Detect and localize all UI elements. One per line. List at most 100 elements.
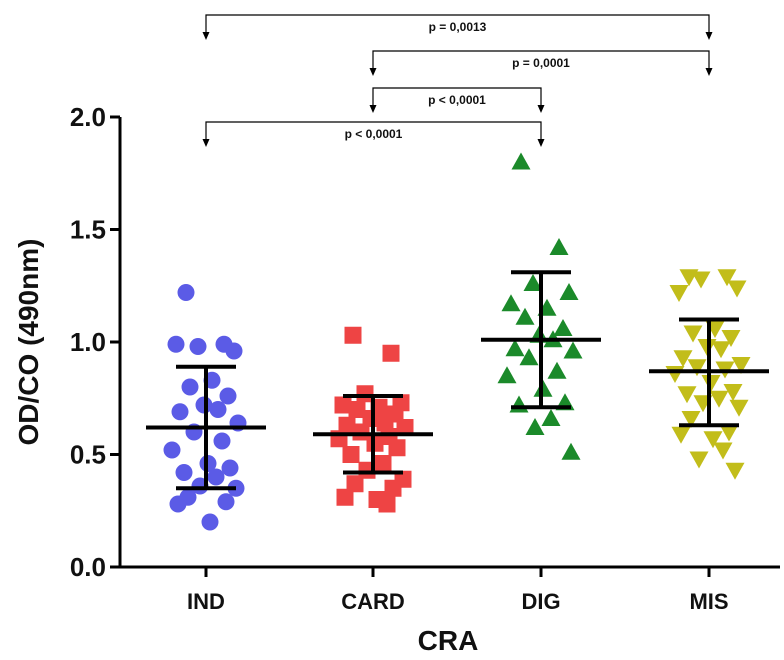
data-point [683,325,703,343]
data-point [374,455,392,472]
data-point [677,386,697,404]
p-value-label: p < 0,0001 [345,127,403,141]
p-value-label: p = 0,0013 [429,20,487,34]
data-point [348,401,366,418]
arrow-head-icon [202,139,210,147]
significance-bracket: p = 0,0013 [202,14,713,40]
data-point [665,366,685,383]
data-point [509,395,529,413]
data-point [549,238,569,255]
data-point [342,446,360,463]
data-point [691,271,711,289]
data-point [717,269,737,287]
data-point [673,350,693,368]
data-point [207,468,225,486]
significance-brackets: p = 0,0013 p = 0,0001 p < 0,0001 p < 0,0001 [202,14,713,147]
data-point [338,416,356,434]
data-point [163,441,181,459]
data-point [181,378,199,396]
data-point [703,431,723,449]
p-value-label: p = 0,0001 [512,56,570,70]
data-point [559,283,579,300]
data-point [671,426,691,444]
data-point [515,307,535,325]
data-point [541,409,561,426]
data-point [382,344,400,362]
mean-sd-dig [481,270,601,410]
data-point [497,366,517,384]
data-point [547,361,567,379]
significance-bracket: p = 0,0001 [369,50,713,76]
arrow-head-icon [705,68,713,76]
x-axis-categories: IND CARD DIG MIS [187,567,729,614]
data-point [553,319,573,336]
data-point [396,419,414,436]
significance-bracket: p < 0,0001 [369,87,545,113]
data-point [217,493,235,511]
data-point [519,348,539,366]
arrow-head-icon [705,32,713,40]
mean-sd-card [313,394,433,475]
data-point [175,464,193,481]
x-axis-title: CRA [418,625,479,656]
y-tick-label: 0.0 [70,552,106,582]
y-tick-label: 1.0 [70,327,106,357]
data-point [719,424,739,442]
data-point [167,335,185,353]
data-point [681,411,701,428]
arrow-head-icon [537,105,545,113]
bracket-line [205,121,542,142]
x-category-label: MIS [689,589,728,614]
data-point [334,396,352,414]
y-axis-title: OD/CO (490nm) [13,239,44,446]
data-point [563,341,583,359]
data-point [523,274,543,291]
data-point [729,399,749,417]
data-point [219,387,237,405]
data-point [346,475,364,493]
x-category-label: IND [187,589,225,614]
data-point [336,488,354,506]
y-tick-label: 2.0 [70,102,106,132]
bracket-line [372,87,542,108]
arrow-head-icon [369,105,377,113]
data-points [163,152,751,531]
data-point [721,330,741,347]
bracket-line [372,50,710,71]
data-point [378,495,396,513]
data-point [376,414,394,432]
data-point [713,442,733,460]
data-point [169,495,187,513]
data-point [177,284,195,301]
mean-sd-ind [146,364,266,491]
mean-sd-bars [146,270,769,491]
data-point [687,359,707,377]
data-point [709,390,729,408]
data-point [201,513,219,531]
y-tick-label: 1.5 [70,215,106,245]
arrow-head-icon [537,139,545,147]
data-point [689,451,709,469]
mean-sd-mis [649,317,769,428]
data-point [213,432,231,450]
significance-bracket: p < 0,0001 [202,121,545,147]
arrow-head-icon [369,68,377,76]
data-point [171,403,189,421]
data-point [561,442,581,460]
data-point [501,294,521,312]
data-point [711,341,731,359]
data-point [725,462,745,480]
data-point [525,418,545,435]
data-point [388,439,406,457]
data-point [731,357,751,374]
data-point [669,285,689,302]
data-point [384,479,402,497]
data-point [225,342,243,360]
data-point [727,280,747,298]
bracket-line [205,14,710,35]
data-point [209,401,227,418]
y-axis-ticks: 0.0 0.5 1.0 1.5 2.0 [70,102,120,582]
data-point [505,339,525,357]
